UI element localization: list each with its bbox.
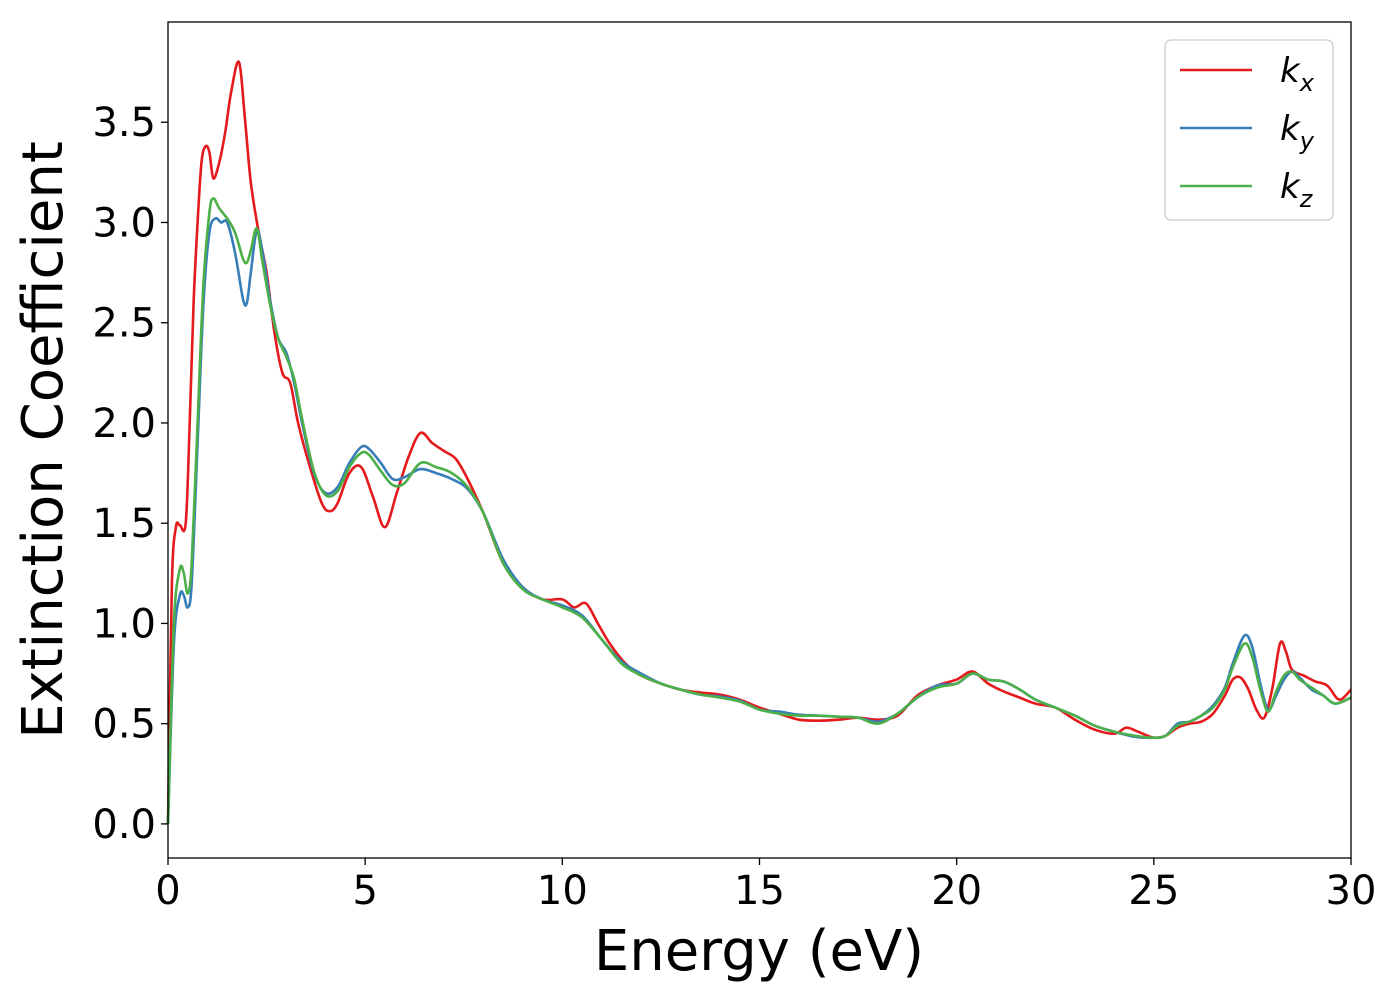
x-tick-label: 20 [931,868,982,914]
y-tick-label: 3.0 [92,200,156,246]
legend-label-z: kz [1280,167,1314,213]
y-tick-label: 0.5 [92,702,156,748]
y-tick-label: 1.0 [92,601,156,647]
x-tick-label: 15 [734,868,785,914]
legend-label-x: kx [1280,51,1315,97]
legend-label-y: ky [1280,109,1315,155]
x-tick-label: 10 [537,868,588,914]
x-tick-label: 0 [155,868,180,914]
legend: kx ky kz [1164,39,1334,221]
y-tick-label: 3.5 [92,100,156,146]
series-line-z [166,197,1352,824]
x-axis-label: Energy (eV) [594,919,924,984]
legend-entries: kx ky kz [1180,51,1315,213]
y-tick-label: 0.0 [92,802,156,848]
axis-ticks: 0 5 10 15 20 25 30 0.0 0.5 1.0 1.5 2.0 2.5 3.0 3.5 [92,100,1376,914]
plot-lines [166,60,1352,824]
y-tick-label: 2.0 [92,401,156,447]
x-tick-label: 25 [1128,868,1179,914]
y-axis-label: Extinction Coefficient [11,141,76,739]
series-line-x [166,60,1352,824]
y-tick-label: 1.5 [92,501,156,547]
series-line-y [166,216,1352,824]
legend-frame [1164,39,1334,221]
y-tick-label: 2.5 [92,301,156,347]
x-tick-label: 30 [1326,868,1377,914]
x-tick-label: 5 [352,868,377,914]
